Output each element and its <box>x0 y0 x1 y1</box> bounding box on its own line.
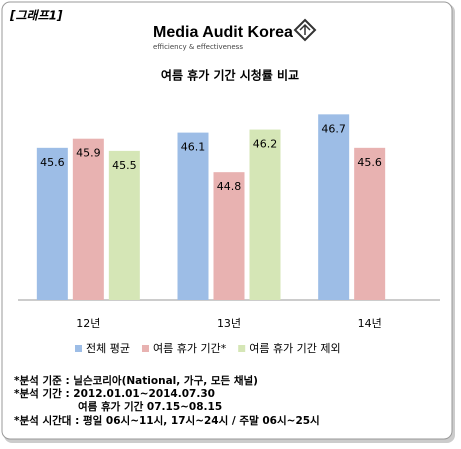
bar <box>354 147 386 300</box>
x-tick-label: 12년 <box>76 317 100 330</box>
bar <box>108 150 140 300</box>
bar <box>213 172 245 300</box>
legend-swatch <box>238 345 246 352</box>
note: 여름 휴가 기간 07.15~08.15 <box>78 400 222 413</box>
bar <box>177 132 209 300</box>
logo-icon <box>293 18 317 42</box>
chart-title: 여름 휴가 기간 시청률 비교 <box>161 68 299 83</box>
graph-label: [그래프1] <box>9 9 63 23</box>
bar <box>36 147 68 300</box>
x-tick-label: 13년 <box>217 317 241 330</box>
data-label: 46.2 <box>253 138 278 151</box>
data-label: 45.6 <box>40 156 65 169</box>
logo: Media Audit Korea <box>153 24 293 41</box>
bar <box>318 114 350 300</box>
note: *분석 시간대 : 평일 06시~11시, 17시~24시 / 주말 06시~2… <box>14 414 320 427</box>
data-label: 46.1 <box>181 141 206 154</box>
note: *분석 기준 : 닐슨코리아(National, 가구, 모든 채널) <box>14 374 258 387</box>
x-tick-label: 14년 <box>358 317 382 330</box>
bar <box>72 138 104 300</box>
legend-swatch <box>75 345 82 352</box>
bar <box>249 129 281 300</box>
data-label: 44.8 <box>217 180 242 193</box>
legend-swatch <box>141 345 149 352</box>
legend-label: 여름 휴가 기간* <box>153 342 227 355</box>
data-label: 45.9 <box>76 147 101 160</box>
legend-label: 전체 평균 <box>86 342 130 355</box>
logo-tagline: efficiency & effectiveness <box>153 43 243 51</box>
data-label: 45.6 <box>357 156 382 169</box>
legend-label: 여름 휴가 기간 제외 <box>249 342 340 355</box>
data-label: 45.5 <box>112 159 137 172</box>
note: *분석 기간 : 2012.01.01~2014.07.30 <box>14 387 215 400</box>
data-label: 46.7 <box>321 122 346 135</box>
